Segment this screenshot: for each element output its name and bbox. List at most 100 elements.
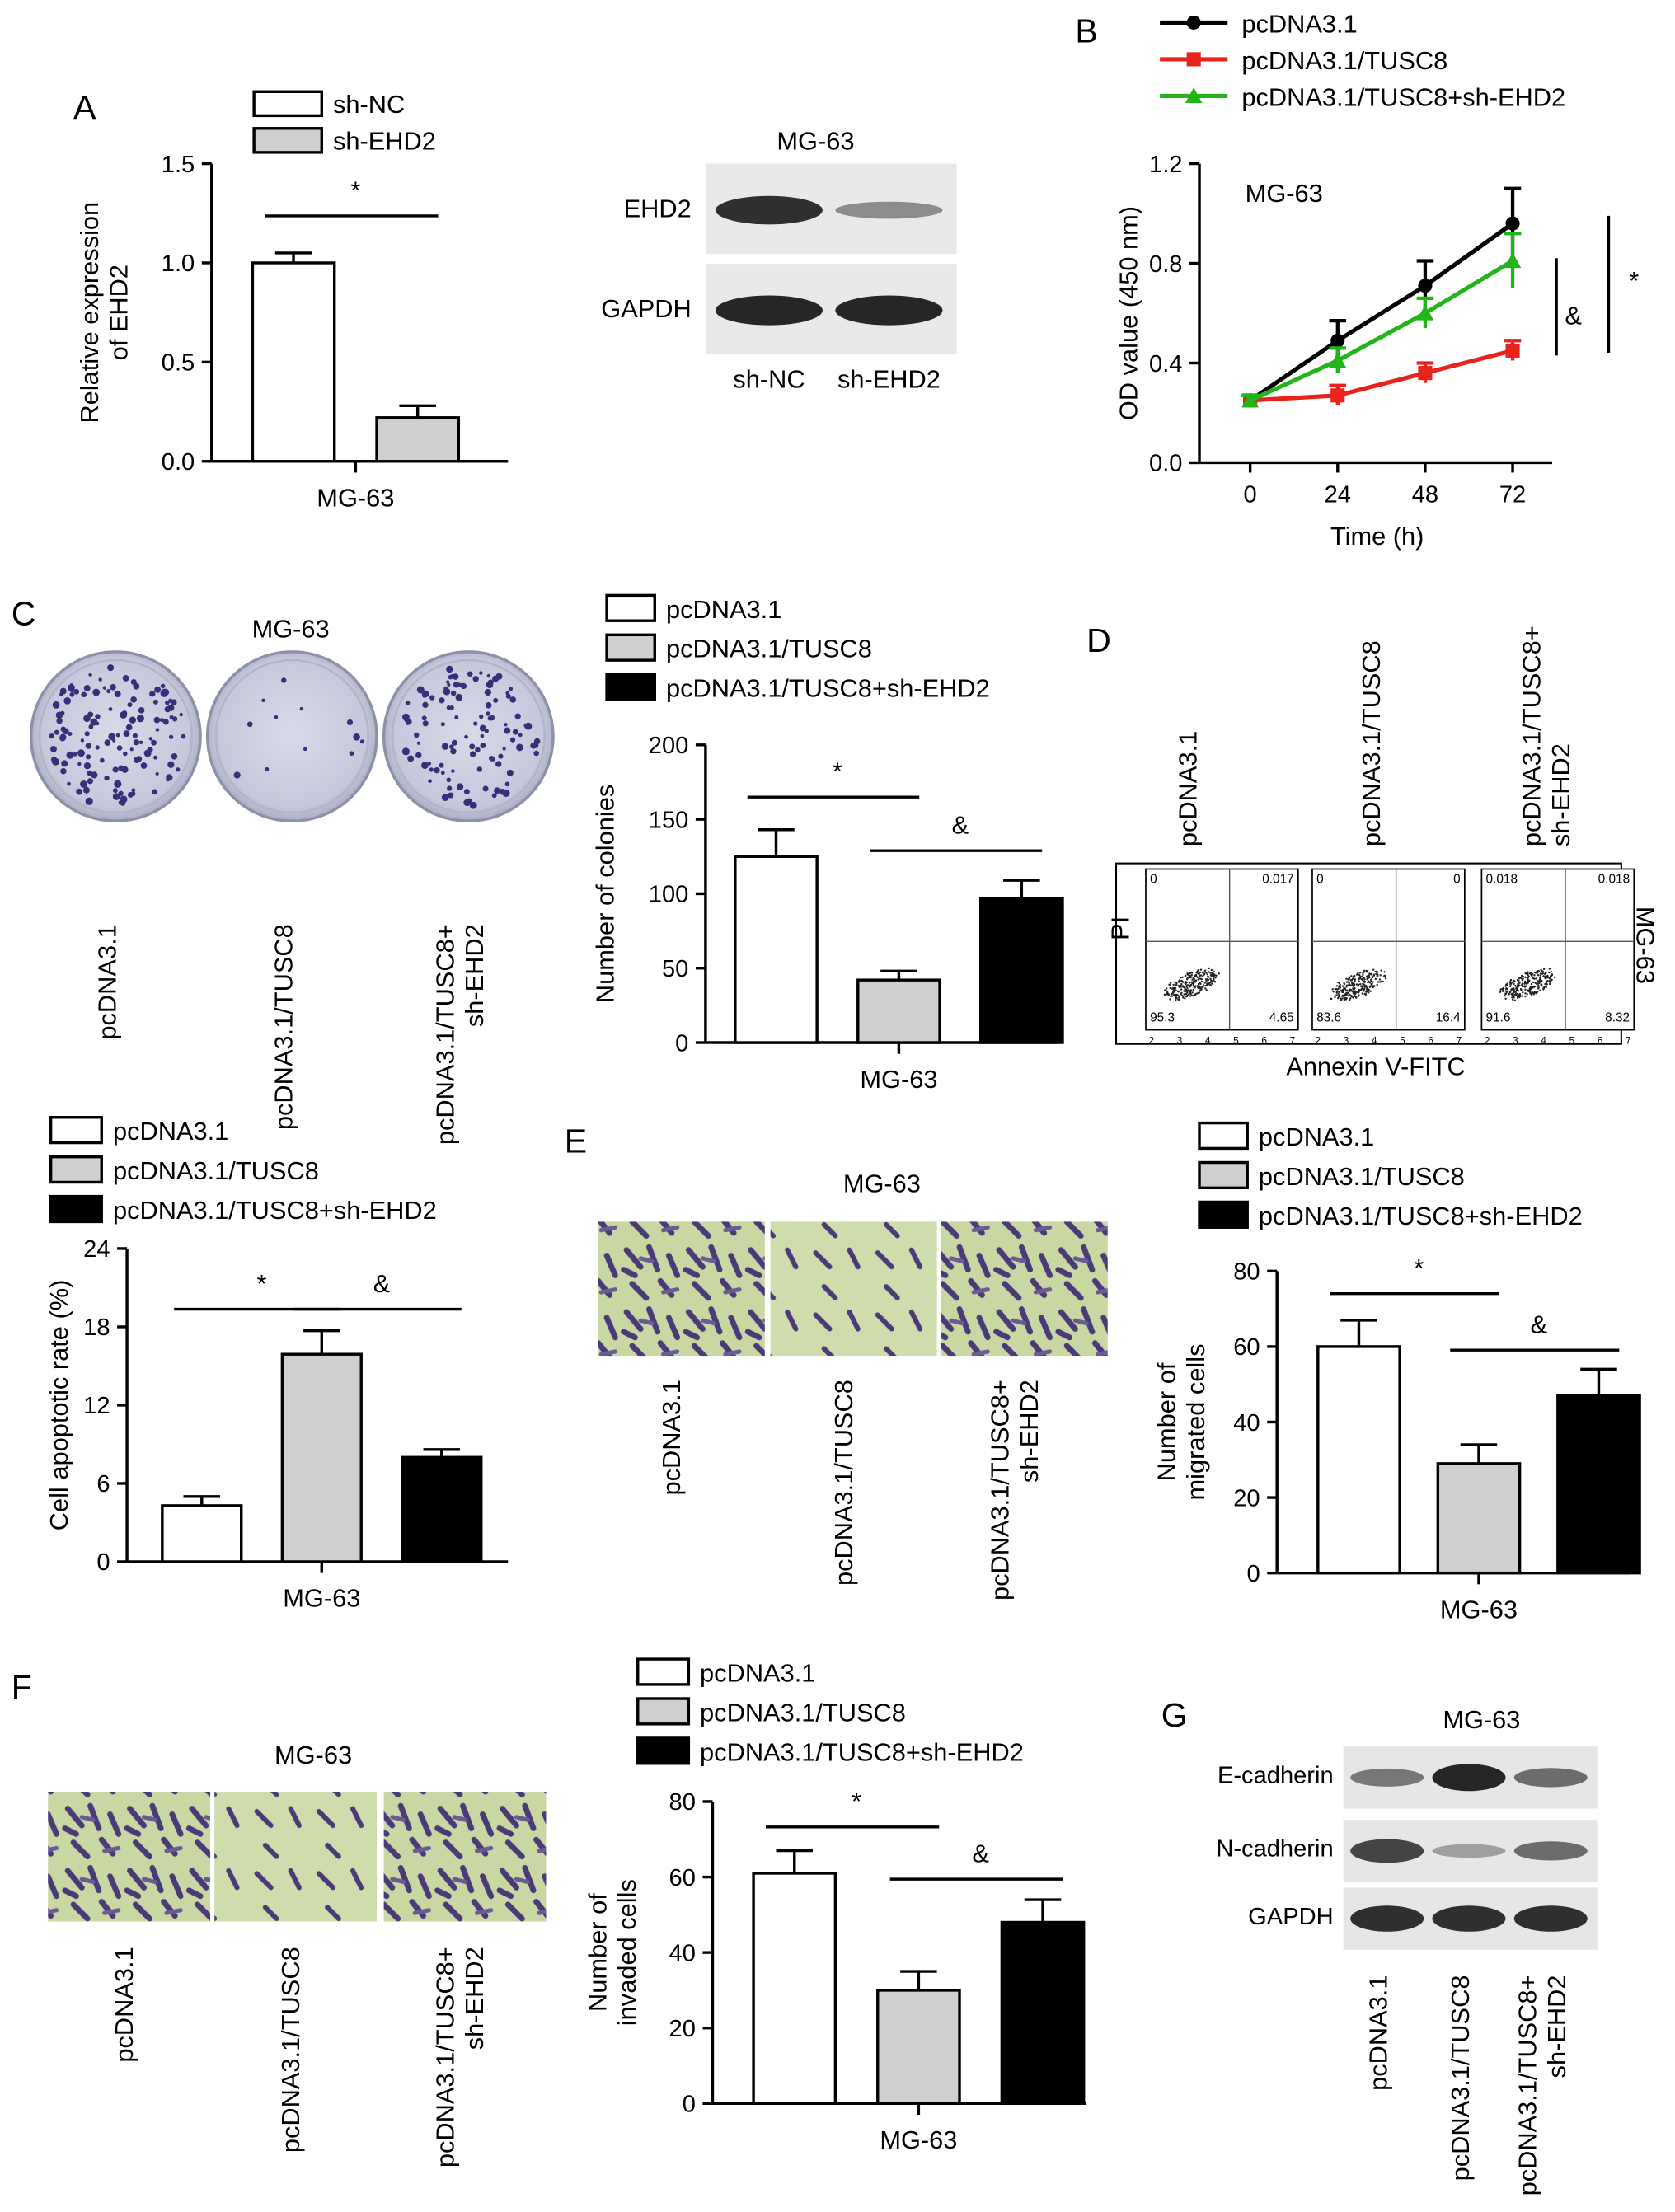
colony-dot xyxy=(172,716,178,722)
colony-dot xyxy=(87,711,94,718)
colony-dot xyxy=(98,677,102,682)
event-dot xyxy=(1375,970,1378,973)
colony-dot xyxy=(233,771,241,779)
y-tick-label: 50 xyxy=(662,956,688,982)
event-dot xyxy=(1189,989,1193,991)
colony-dot xyxy=(133,682,140,690)
event-dot xyxy=(1346,984,1349,986)
y-axis-label: Relative expressionof EHD2 xyxy=(75,202,133,424)
event-dot xyxy=(1373,985,1376,987)
event-dot xyxy=(1343,987,1345,991)
western-blot-G: MG-63 E-cadherin N-cadherin GAPDH pcDNA3.1 pc… xyxy=(1216,1705,1598,2196)
legend-swatch xyxy=(636,1697,691,1726)
event-dot xyxy=(1534,972,1537,974)
event-dot xyxy=(1539,977,1542,981)
colony-dot xyxy=(115,733,120,738)
y-tick-label: 0.4 xyxy=(1149,351,1182,377)
legend-label: pcDNA3.1/TUSC8 xyxy=(113,1156,319,1185)
colony-dot xyxy=(159,718,164,723)
legend-label: sh-NC xyxy=(333,90,405,119)
colony-dot xyxy=(121,766,129,773)
chart-F-bar: 0 20 40 60 80 MG-63 Number ofinvaded cells * & pc… xyxy=(583,1657,1087,2154)
event-dot xyxy=(1531,991,1533,994)
colony-dot xyxy=(479,714,484,719)
colony-dot xyxy=(303,747,307,752)
event-dot xyxy=(1524,995,1527,998)
event-dot xyxy=(1366,975,1368,978)
event-dot xyxy=(1352,992,1355,995)
event-dot xyxy=(1175,982,1178,984)
event-dot xyxy=(1526,993,1528,996)
event-dot xyxy=(1210,975,1213,977)
event-dot xyxy=(1184,997,1186,1000)
event-dot xyxy=(1335,988,1339,991)
colony-dot xyxy=(77,762,82,766)
colony-dot xyxy=(489,715,495,721)
event-dot xyxy=(1206,982,1208,986)
event-dot xyxy=(1166,990,1168,992)
event-dot xyxy=(1171,992,1173,996)
x-axis-label: MG-63 xyxy=(317,484,394,513)
chart-B-line: 0.0 0.4 0.8 1.2 0 24 48 72 Time (h) OD value (450… xyxy=(1114,9,1640,550)
event-dot xyxy=(1548,977,1551,980)
event-dot xyxy=(1191,978,1194,981)
event-dot xyxy=(1370,979,1372,982)
colony-dot xyxy=(155,728,160,732)
event-dot xyxy=(1211,982,1213,985)
colony-dot xyxy=(439,697,445,704)
legend-swatch xyxy=(636,1657,691,1686)
quadrant-Q1-value: 0 xyxy=(1150,873,1157,887)
colony-dot xyxy=(153,716,161,724)
colony-dot xyxy=(73,752,77,757)
colony-dot xyxy=(130,717,136,723)
event-dot xyxy=(1374,977,1377,981)
colony-dot xyxy=(168,698,173,703)
x-axis-exponent: 4 xyxy=(1205,1035,1211,1047)
event-dot xyxy=(1545,986,1547,989)
event-dot xyxy=(1372,968,1375,971)
colony-dot xyxy=(160,683,166,689)
data-point xyxy=(1330,333,1345,348)
event-dot xyxy=(1362,972,1364,975)
colony-dot xyxy=(166,774,173,781)
x-axis-label: MG-63 xyxy=(880,2125,957,2154)
colony-dot xyxy=(299,706,304,711)
dish-label: pcDNA3.1/TUSC8+sh-EHD2 xyxy=(431,924,489,1145)
y-tick-label: 0 xyxy=(675,1030,688,1057)
event-dot xyxy=(1163,989,1166,991)
colony-dot xyxy=(486,673,491,678)
flow-side-label: MG-63 xyxy=(1631,907,1660,984)
colony-dot xyxy=(512,729,518,735)
event-dot xyxy=(1182,996,1185,999)
event-dot xyxy=(1199,971,1202,974)
event-dot xyxy=(1172,994,1175,996)
event-dot xyxy=(1368,974,1371,977)
colony-dot xyxy=(485,702,492,709)
bar-pcDNA3.1/TUSC8 xyxy=(280,1352,363,1563)
colony-dot xyxy=(151,739,157,746)
event-dot xyxy=(1363,987,1366,991)
event-dot xyxy=(1533,974,1536,977)
colony-dot xyxy=(416,741,420,745)
event-dot xyxy=(1372,973,1376,976)
colony-dot xyxy=(479,724,486,732)
x-axis-exponent: 4 xyxy=(1372,1035,1377,1047)
colony-dot xyxy=(422,701,429,709)
legend-label: pcDNA3.1 xyxy=(113,1117,228,1146)
protein-band xyxy=(1432,1905,1506,1932)
event-dot xyxy=(1183,993,1185,996)
colony-dot xyxy=(480,733,485,738)
image-label: pcDNA3.1/TUSC8 xyxy=(276,1947,305,2153)
event-dot xyxy=(1213,970,1215,972)
event-dot xyxy=(1508,993,1510,996)
colonies-title: MG-63 xyxy=(252,615,330,644)
event-dot xyxy=(1184,981,1187,983)
event-dot xyxy=(1341,985,1344,987)
event-dot xyxy=(1354,978,1357,981)
flow-group-label: pcDNA3.1/TUSC8 xyxy=(1357,640,1386,846)
event-dot xyxy=(1514,991,1517,993)
colony-dot xyxy=(446,777,452,783)
event-dot xyxy=(1345,977,1348,980)
event-dot xyxy=(1521,995,1523,997)
colony-dot xyxy=(51,757,58,763)
